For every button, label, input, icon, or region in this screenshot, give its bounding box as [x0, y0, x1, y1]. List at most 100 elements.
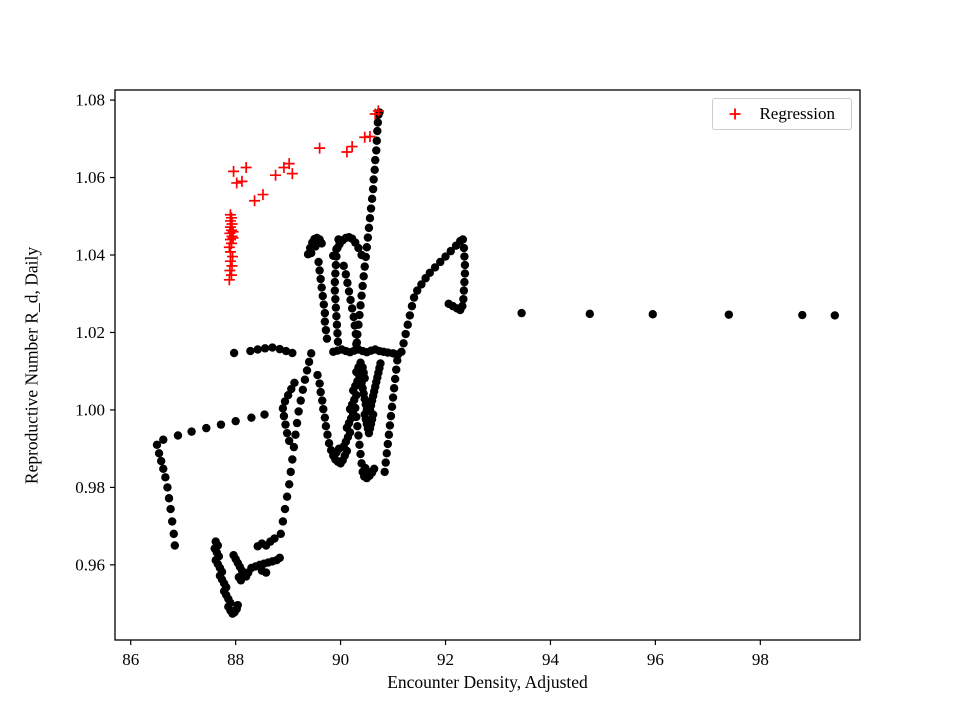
data-point [329, 251, 338, 260]
regression-point [226, 260, 238, 272]
data-point [425, 268, 434, 278]
regression-point [240, 161, 252, 173]
data-point [830, 311, 840, 320]
x-tick-label: 86 [122, 650, 139, 669]
data-point [385, 421, 395, 430]
data-point [300, 375, 310, 384]
data-point [446, 246, 455, 256]
data-point [381, 458, 390, 467]
data-point [253, 345, 262, 354]
data-point [354, 243, 363, 253]
data-point [383, 439, 393, 449]
data-point [260, 410, 269, 419]
plus-marker-icon [729, 108, 741, 120]
data-point [320, 413, 330, 422]
data-point [319, 300, 329, 309]
data-point [460, 277, 469, 287]
data-point [441, 252, 450, 261]
data-point [352, 339, 361, 349]
data-point [361, 252, 370, 262]
data-point [292, 418, 302, 428]
data-point [331, 260, 341, 270]
data-point [405, 311, 415, 320]
y-tick-label: 1.06 [75, 168, 105, 187]
data-point [333, 337, 343, 346]
data-point [287, 384, 296, 394]
data-point [187, 427, 196, 436]
data-point [246, 346, 255, 356]
regression-point [224, 246, 236, 258]
data-point [367, 194, 377, 204]
x-tick-label: 92 [437, 650, 454, 669]
data-point [353, 421, 362, 431]
data-point [324, 439, 334, 448]
data-point [316, 274, 325, 284]
data-point [321, 421, 331, 431]
data-point [330, 286, 340, 295]
data-point [346, 295, 355, 305]
data-point [163, 483, 172, 492]
data-point [169, 529, 178, 539]
data-point [648, 310, 657, 319]
regression-point [227, 226, 239, 238]
data-point [319, 404, 328, 414]
data-point [354, 320, 363, 329]
data-point [276, 529, 285, 539]
data-point [311, 242, 320, 251]
data-point [366, 204, 376, 213]
regression-point [270, 169, 282, 181]
data-point [585, 309, 595, 319]
y-tick-label: 1.02 [75, 323, 105, 342]
y-tick-label: 0.96 [75, 555, 105, 574]
data-point [317, 283, 326, 292]
data-point [389, 384, 399, 393]
data-point [318, 396, 327, 405]
regression-point [225, 269, 237, 281]
data-point [290, 378, 299, 388]
data-point [280, 397, 290, 406]
data-point [316, 387, 325, 397]
data-point [798, 310, 807, 320]
data-point [284, 480, 294, 489]
data-point [284, 436, 294, 446]
data-point [364, 223, 374, 233]
data-point [460, 260, 470, 270]
data-point [216, 420, 226, 429]
data-point [355, 310, 364, 320]
data-point [344, 287, 354, 296]
data-point [353, 330, 362, 339]
data-point [231, 416, 240, 426]
data-point [291, 430, 300, 439]
data-point [278, 517, 288, 526]
data-point [279, 411, 289, 421]
data-point [363, 233, 373, 242]
data-point [393, 356, 402, 365]
data-point [373, 126, 382, 136]
regression-point [314, 142, 326, 154]
data-point [302, 366, 312, 375]
data-point [401, 329, 410, 339]
axes-frame [114, 89, 861, 641]
data-point [361, 463, 370, 473]
x-tick-label: 98 [752, 650, 769, 669]
data-point [362, 243, 372, 252]
data-point [261, 568, 271, 577]
data-point [304, 357, 314, 367]
data-point [347, 304, 357, 313]
data-point [294, 407, 303, 416]
data-point [320, 308, 330, 318]
data-point [412, 286, 422, 295]
data-point [356, 301, 365, 310]
data-point [399, 339, 408, 348]
data-point [370, 165, 379, 174]
data-point [281, 420, 290, 429]
data-point [166, 504, 175, 514]
regression-point [224, 264, 236, 276]
x-tick-label: 90 [332, 650, 349, 669]
data-point [152, 440, 162, 449]
data-point [430, 263, 440, 272]
data-point [354, 431, 363, 440]
data-point [280, 504, 290, 514]
data-point [173, 431, 183, 440]
y-axis-label: Reproductive Number R_d, Daily [21, 246, 42, 485]
